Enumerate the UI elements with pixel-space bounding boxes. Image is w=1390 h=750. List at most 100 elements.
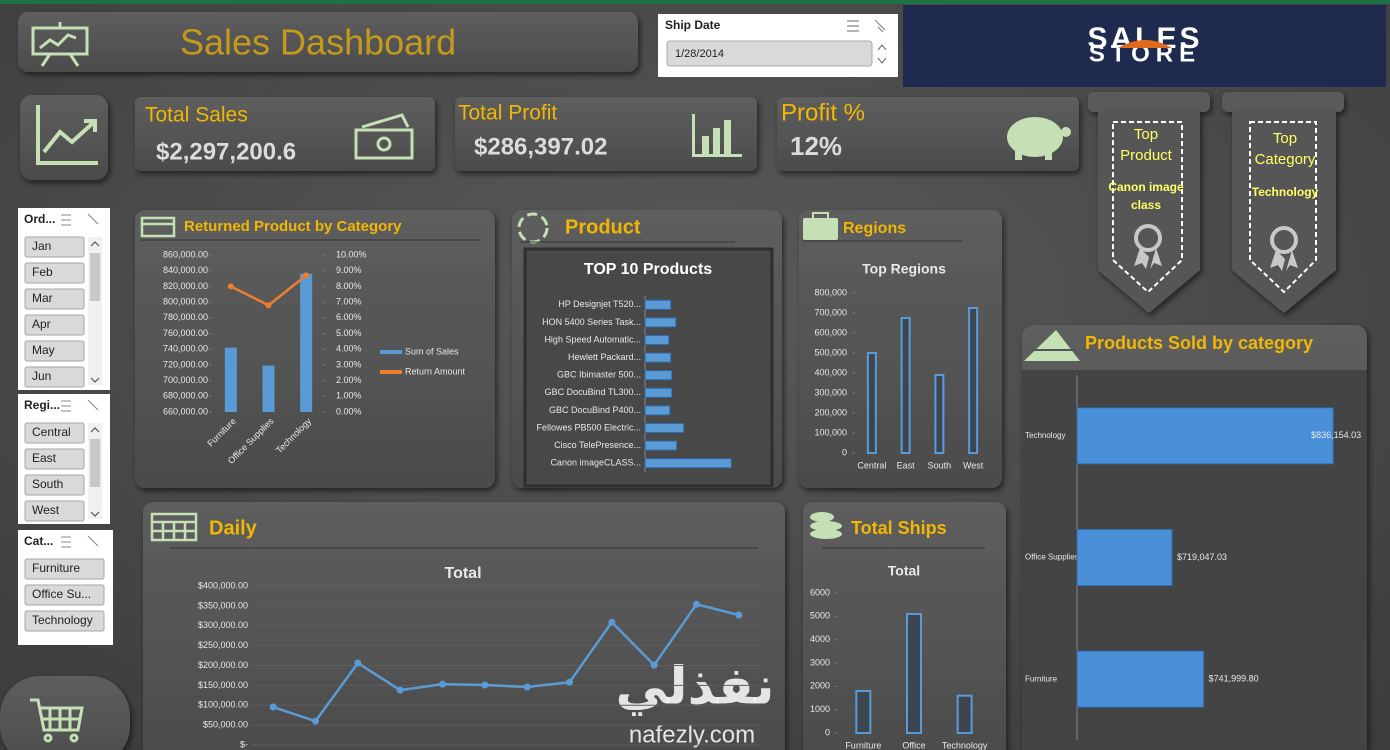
ribbon-value: Canon image class [1108, 180, 1184, 212]
ship-date-value: 1/28/2014 [675, 48, 724, 60]
bar [644, 299, 672, 310]
y-tick-label: 680,000.00 [163, 391, 208, 401]
panel-header: Daily [209, 517, 258, 539]
slicer-item[interactable] [24, 610, 105, 632]
kpi-value: $2,297,200.6 [156, 138, 296, 165]
y2-tick-label: 10.00% [336, 249, 367, 259]
slicer-item[interactable] [24, 584, 105, 606]
bar [644, 352, 672, 363]
y-tick-label: GBC DocuBind P400... [549, 405, 641, 415]
x-tick-label: South [928, 460, 952, 470]
header-icon [803, 212, 838, 240]
bar [1076, 650, 1205, 708]
y-tick-label: HP Designjet T520... [558, 299, 641, 309]
y2-tick-label: 7.00% [336, 296, 362, 306]
bar [1076, 529, 1173, 586]
slicer-item[interactable] [24, 340, 85, 362]
bar [968, 307, 979, 454]
slicer-item[interactable] [24, 500, 85, 522]
bar [262, 365, 275, 412]
y2-tick-label: 2.00% [336, 375, 362, 385]
y-tick-label: Canon imageCLASS... [550, 458, 641, 468]
scroll-thumb[interactable] [90, 439, 100, 487]
slicer-item[interactable] [24, 314, 85, 336]
slicer-title: Regi... [24, 398, 60, 412]
y-tick-label: 500,000 [814, 347, 847, 357]
marker [608, 618, 616, 626]
y-tick-label: 860,000.00 [163, 249, 208, 259]
y-tick-label: $200,000.00 [198, 660, 248, 670]
header-icon [140, 216, 176, 238]
y-tick-label: $150,000.00 [198, 680, 248, 690]
chart-title: Total [888, 563, 920, 579]
marker [439, 680, 446, 688]
kpi-value: 12% [790, 131, 842, 161]
legend-swatch [380, 350, 402, 354]
y-tick-label: 840,000.00 [163, 265, 208, 275]
slicer-icons [61, 535, 99, 548]
y-tick-label: Furniture [1025, 674, 1058, 683]
bar [644, 335, 670, 345]
ship-date-item[interactable] [666, 40, 873, 67]
marker [523, 683, 531, 691]
chart-title: Returned Product by Category [184, 218, 402, 235]
slicer-item[interactable] [24, 236, 85, 258]
icon-tile [0, 676, 130, 750]
x-tick-label: West [963, 460, 984, 470]
y-tick-label: Hewlett Packard... [568, 352, 641, 362]
bar [644, 370, 673, 381]
watermark-latin: nafezly.com [629, 721, 755, 748]
slicer-item[interactable] [24, 422, 85, 444]
bar [644, 317, 677, 328]
chart-title: Total [444, 565, 481, 582]
y-tick-label: 780,000.00 [163, 312, 208, 322]
slicer-item[interactable] [24, 366, 85, 388]
kpi-label: Total Profit [458, 102, 557, 125]
header-icon [1024, 330, 1080, 361]
slicer-item[interactable] [24, 288, 85, 310]
data-label: $741,999.80 [1209, 674, 1259, 684]
x-tick-label: East [897, 460, 916, 470]
bar [224, 347, 237, 412]
y-tick-label: $- [240, 739, 248, 749]
y-tick-label: 820,000.00 [163, 281, 208, 291]
x-tick-label: Central [857, 460, 886, 470]
y2-tick-label: 3.00% [336, 359, 362, 369]
slicer-item-label: Technology [32, 613, 93, 627]
bar [934, 374, 945, 454]
slicer-icons [847, 19, 886, 33]
slicer-item[interactable] [24, 262, 85, 284]
chart-title: Top Regions [862, 261, 946, 277]
y2-tick-label: 4.00% [336, 344, 362, 354]
title-icon [31, 22, 89, 67]
bar [644, 423, 685, 433]
logo-mark [1118, 40, 1172, 48]
money-icon [354, 113, 414, 160]
legend-swatch [380, 370, 402, 374]
y-tick-label: GBC DocuBind TL300... [545, 387, 641, 397]
scroll-arrows [877, 44, 887, 64]
slicer-item-label: West [32, 503, 60, 517]
marker [354, 659, 362, 667]
slicer-item-label: Mar [32, 291, 53, 305]
chart-panel [135, 210, 495, 488]
bar [644, 440, 678, 451]
panel-header: Total Ships [851, 518, 947, 538]
slicer-item[interactable] [24, 558, 105, 580]
chart-title: Products Sold by category [1085, 333, 1313, 353]
panel-header: Product [565, 216, 641, 238]
slicer-item[interactable] [24, 448, 85, 470]
line [272, 602, 740, 723]
y-tick-label: 600,000 [814, 327, 847, 337]
data-label: $836,154.03 [1311, 430, 1361, 440]
y-tick-label: High Speed Automatic... [544, 334, 641, 344]
marker [396, 686, 404, 694]
y-tick-label: 740,000.00 [163, 344, 208, 354]
slicer-item[interactable] [24, 474, 85, 496]
scroll-thumb[interactable] [90, 253, 100, 301]
y-tick-label: 0 [825, 727, 830, 737]
dashboard-title: Sales Dashboard [180, 22, 456, 63]
slicer-item-label: Jan [32, 239, 51, 253]
